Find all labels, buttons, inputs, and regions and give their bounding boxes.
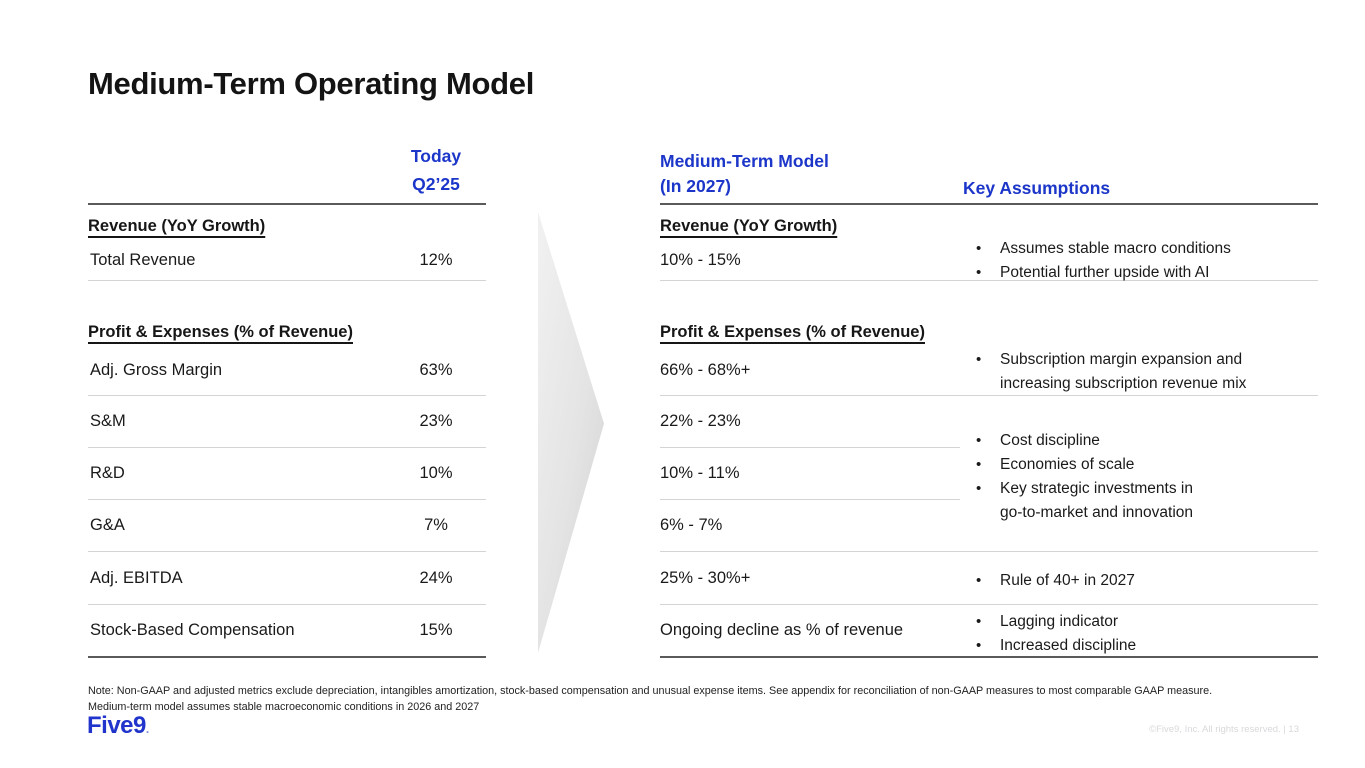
page-title: Medium-Term Operating Model [88, 66, 535, 101]
row-value: 15% [419, 621, 453, 639]
row-label: Adj. EBITDA [90, 568, 183, 587]
row-value: 10% - 11% [660, 448, 960, 500]
row-label: Total Revenue [90, 251, 196, 269]
footnote: Note: Non-GAAP and adjusted metrics excl… [88, 684, 1278, 715]
section-heading-text: Revenue (YoY Growth) [660, 217, 838, 235]
table-row: Stock-Based Compensation 15% [88, 605, 486, 658]
assumptions-ebitda: Rule of 40+ in 2027 [963, 569, 1320, 593]
section-heading-profit-expenses: Profit & Expenses (% of Revenue) [88, 318, 486, 345]
section-heading-profit-expenses: Profit & Expenses (% of Revenue) [660, 318, 1318, 345]
table-row: R&D 10% [88, 448, 486, 500]
key-assumptions-header: Key Assumptions [963, 178, 1111, 198]
table-row: 22% - 23% [660, 396, 1318, 448]
row-value: 24% [419, 568, 453, 587]
today-label: Today [410, 146, 462, 166]
section-heading-text: Profit & Expenses (% of Revenue) [88, 323, 353, 341]
row-value: 10% - 15% [660, 251, 741, 269]
footnote-line-2: Medium-term model assumes stable macroec… [88, 700, 480, 713]
assumption-item-continuation: go-to-market and innovation [1000, 504, 1194, 521]
medium-term-label: Medium-Term Model [660, 151, 829, 171]
assumption-item-continuation: increasing subscription revenue mix [1000, 375, 1247, 392]
row-value: 22% - 23% [660, 396, 960, 448]
assumption-item: Lagging indicator [963, 610, 1320, 634]
row-value: 6% - 7% [660, 516, 723, 534]
today-table: Today Q2’25 Revenue (YoY Growth) Total R… [88, 140, 486, 658]
table-row: 66% - 68%+ [660, 345, 1318, 396]
table-row: Total Revenue 12% [88, 241, 486, 281]
assumption-item: Cost discipline [963, 429, 1320, 453]
section-heading-revenue: Revenue (YoY Growth) [88, 205, 486, 241]
assumption-item: Key strategic investments in [963, 477, 1320, 501]
today-table-header: Today Q2’25 [88, 140, 486, 205]
row-value: 10% [419, 464, 453, 482]
row-value: Ongoing decline as % of revenue [660, 621, 904, 639]
assumption-item: Potential further upside with AI [963, 261, 1320, 285]
row-label: R&D [90, 464, 125, 482]
section-spacer [88, 281, 486, 318]
assumption-item: Increased discipline [963, 634, 1320, 658]
medium-term-table: Medium-Term Model (In 2027) Key Assumpti… [660, 140, 1318, 658]
table-row: 25% - 30%+ [660, 552, 1318, 605]
table-row: G&A 7% [88, 500, 486, 552]
row-value: 63% [419, 360, 453, 379]
section-spacer [660, 281, 1318, 318]
assumption-item: Economies of scale [963, 453, 1320, 477]
five9-logo-text: Five9 [87, 712, 146, 739]
table-row: Adj. Gross Margin 63% [88, 345, 486, 396]
section-heading-text: Revenue (YoY Growth) [88, 217, 266, 235]
assumption-item: Assumes stable macro conditions [963, 237, 1320, 261]
table-row: Adj. EBITDA 24% [88, 552, 486, 605]
row-value: 25% - 30%+ [660, 568, 751, 587]
section-heading-text: Profit & Expenses (% of Revenue) [660, 323, 925, 341]
five9-logo-dot: . [145, 722, 149, 736]
row-value: 66% - 68%+ [660, 360, 751, 379]
medium-term-column-header: Medium-Term Model (In 2027) [660, 149, 829, 199]
row-label: Adj. Gross Margin [90, 360, 223, 379]
table-row: S&M 23% [88, 396, 486, 448]
table-row: 6% - 7% [660, 500, 1318, 552]
medium-term-table-header: Medium-Term Model (In 2027) Key Assumpti… [660, 140, 1318, 205]
today-column-header: Today Q2’25 [386, 142, 486, 198]
in-2027-label: (In 2027) [660, 176, 731, 196]
section-heading-revenue: Revenue (YoY Growth) [660, 205, 1318, 241]
row-value: 23% [419, 412, 453, 430]
footnote-line-1: Note: Non-GAAP and adjusted metrics excl… [88, 685, 1213, 697]
row-label: S&M [90, 412, 126, 430]
assumptions-gross-margin: Subscription margin expansion and increa… [963, 348, 1320, 396]
assumptions-revenue: Assumes stable macro conditions Potentia… [963, 237, 1320, 285]
assumption-item: Subscription margin expansion and [963, 348, 1320, 372]
assumption-item: Rule of 40+ in 2027 [963, 569, 1320, 593]
row-value: 7% [424, 516, 448, 534]
table-row: 10% - 11% [660, 448, 1318, 500]
five9-logo: Five9. [87, 712, 149, 740]
quarter-label: Q2’25 [412, 174, 460, 194]
row-value: 12% [419, 251, 453, 269]
assumptions-sbc: Lagging indicator Increased discipline [963, 610, 1320, 658]
row-label: G&A [90, 516, 125, 534]
assumptions-opex: Cost discipline Economies of scale Key s… [963, 429, 1320, 525]
right-arrow-shape [538, 212, 604, 653]
copyright-text: ©Five9, Inc. All rights reserved. | 13 [1149, 724, 1299, 735]
row-label: Stock-Based Compensation [90, 621, 295, 639]
